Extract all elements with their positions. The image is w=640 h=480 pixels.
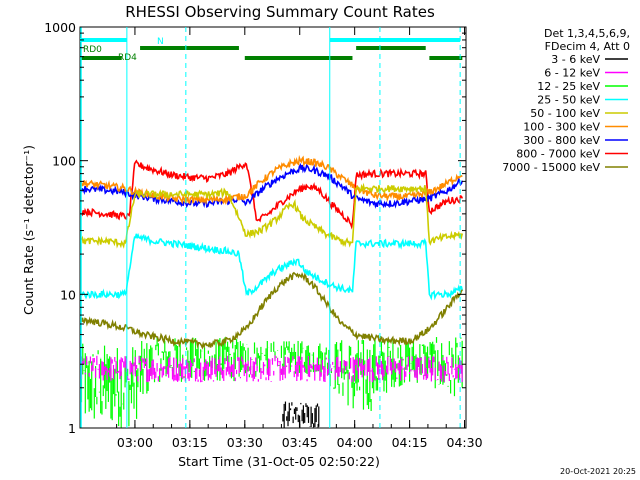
- legend-entry-label: 50 - 100 keV: [530, 107, 600, 120]
- axes-layer: 03:00 03:15 03:30 03:45 04:00 04:15 04:30 1 10 10…: [44, 20, 482, 450]
- series-line-25-50kev: [80, 232, 464, 301]
- footer-date: 20-Oct-2021 20:25: [560, 467, 636, 476]
- legend-entry-label: 6 - 12 keV: [544, 67, 600, 80]
- band-3-6kev: [282, 401, 320, 428]
- noise-bands-layer: [80, 337, 463, 428]
- legend-entry-label: 25 - 50 keV: [537, 94, 600, 107]
- x-tick-label: 03:00: [117, 435, 153, 450]
- series-line-7000-15000kev: [80, 271, 463, 350]
- flags-layer: [80, 27, 463, 428]
- x-tick-label: 03:15: [172, 435, 208, 450]
- y-tick-label: 1000: [44, 20, 76, 35]
- legend-entry-label: 800 - 7000 keV: [516, 148, 600, 161]
- y-tick-label: 10: [60, 287, 76, 302]
- legend: Det 1,3,4,5,6,9, FDecim 4, Att 0 3 - 6 k…: [502, 27, 630, 174]
- x-tick-label: 03:30: [227, 435, 263, 450]
- band-12-25kev: [80, 337, 463, 428]
- legend-entry-label: 300 - 800 keV: [523, 134, 600, 147]
- legend-entry-label: 12 - 25 keV: [537, 80, 600, 93]
- plot-frame: [79, 26, 467, 429]
- band-6-12kev: [80, 355, 463, 383]
- y-tick-label: 1: [68, 421, 76, 436]
- chart-title: RHESSI Observing Summary Count Rates: [125, 3, 435, 21]
- legend-entry-label: 100 - 300 keV: [523, 121, 600, 134]
- y-tick-label: 100: [52, 154, 76, 169]
- rd4-flag-label: RD4: [118, 53, 137, 63]
- x-tick-label: 03:45: [282, 435, 318, 450]
- x-tick-label: 04:15: [392, 435, 428, 450]
- series-line-50-100kev: [80, 182, 464, 249]
- legend-entry-label: 7000 - 15000 keV: [502, 161, 600, 174]
- rd0-flag-label: RD0: [83, 45, 102, 55]
- x-tick-label: 04:00: [337, 435, 373, 450]
- legend-entry-label: 3 - 6 keV: [551, 53, 600, 66]
- legend-header-line-1: Det 1,3,4,5,6,9,: [544, 27, 630, 40]
- night-flag-label: N: [157, 37, 164, 47]
- legend-header-line-2: FDecim 4, Att 0: [545, 40, 630, 53]
- x-axis-label: Start Time (31-Oct-05 02:50:22): [178, 454, 380, 469]
- y-axis-label: Count Rate (s⁻¹ detector⁻¹): [21, 145, 36, 315]
- series-layer: [80, 154, 464, 350]
- series-line-800-7000kev: [80, 159, 464, 230]
- x-tick-label: 04:30: [447, 435, 483, 450]
